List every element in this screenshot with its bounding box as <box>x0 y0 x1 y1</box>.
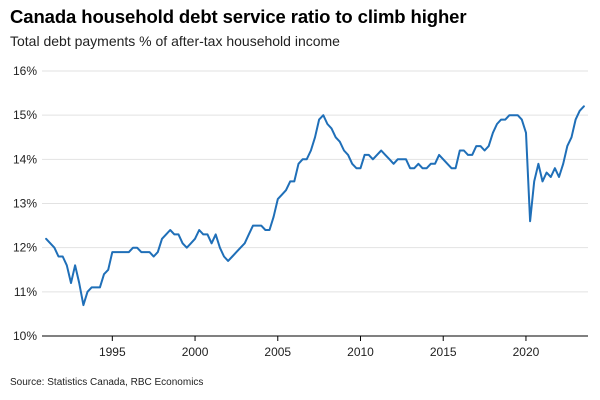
x-tick-label: 2015 <box>430 345 457 359</box>
y-tick-label: 16% <box>13 64 37 78</box>
y-tick-label: 14% <box>13 152 37 166</box>
y-tick-label: 11% <box>14 285 37 299</box>
x-tick-label: 2000 <box>182 345 209 359</box>
series-line <box>45 105 585 307</box>
x-tick-label: 2005 <box>264 345 291 359</box>
x-tick-label: 2010 <box>347 345 374 359</box>
y-tick-label: 10% <box>13 329 37 343</box>
y-tick-label: 13% <box>13 197 37 211</box>
x-tick-label: 1995 <box>99 345 126 359</box>
source-note: Source: Statistics Canada, RBC Economics <box>10 377 204 388</box>
x-tick-label: 2020 <box>513 345 540 359</box>
chart-title: Canada household debt service ratio to c… <box>10 6 467 27</box>
y-tick-label: 12% <box>13 241 37 255</box>
chart-subtitle: Total debt payments % of after-tax house… <box>10 33 340 49</box>
y-tick-label: 15% <box>13 108 37 122</box>
